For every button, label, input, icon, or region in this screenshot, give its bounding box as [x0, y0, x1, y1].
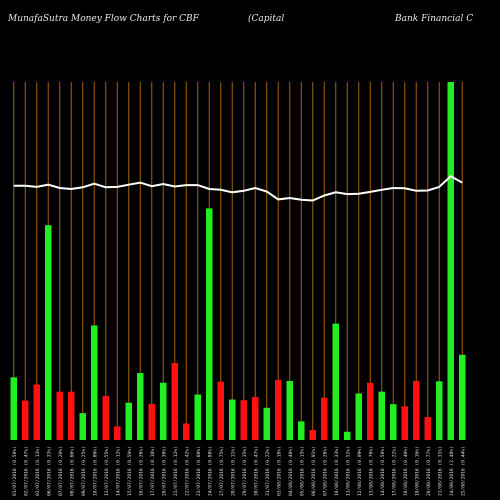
- x-tick-label: 08/07/2016 (0.60%): [69, 446, 75, 496]
- money-flow-bar: [332, 323, 339, 440]
- money-flow-bar: [401, 406, 408, 440]
- money-flow-bar: [424, 417, 431, 440]
- money-flow-bar: [367, 382, 374, 440]
- x-tick-label: 13/08/2016 (0.70%): [368, 446, 374, 496]
- x-tick-label: 12/08/2016 (0.09%): [357, 446, 363, 496]
- money-flow-bar: [114, 426, 121, 440]
- x-tick-label: 13/07/2016 (0.55%): [104, 446, 110, 496]
- x-tick-label: 16/07/2016 (0.26%): [138, 446, 144, 496]
- money-flow-bar: [252, 397, 259, 440]
- money-flow-bar: [137, 373, 144, 440]
- money-flow-bar: [183, 423, 190, 440]
- chart-title-company-start: (Capital: [248, 14, 285, 24]
- chart-title: MunafaSutra Money Flow Charts for CBF: [8, 14, 199, 24]
- x-tick-label: 27/07/2016 (0.75%): [219, 446, 225, 496]
- money-flow-bar: [45, 225, 52, 440]
- x-tick-label: 20/08/2016 (0.77%): [426, 446, 432, 496]
- x-tick-label: 28/07/2016 (0.11%): [230, 446, 236, 496]
- x-tick-label: 06/07/2016 (0.33%): [46, 446, 52, 496]
- x-tick-label: 29/07/2016 (0.35%): [242, 446, 248, 496]
- x-tick-label: 14/07/2016 (0.12%): [115, 446, 121, 496]
- x-tick-label: 07/08/2016 (0.28%): [322, 446, 328, 496]
- x-tick-label: 25/08/2016 (0.44%): [460, 446, 466, 496]
- x-tick-label: 03/07/2016 (0.13%): [35, 446, 41, 496]
- x-tick-label: 03/08/2016 (0.18%): [276, 446, 282, 496]
- x-tick-label: 01/07/2016 (0.50%): [12, 446, 18, 496]
- money-flow-bar: [10, 377, 17, 440]
- money-flow-bar: [56, 391, 63, 440]
- money-flow-bar: [33, 384, 40, 440]
- x-tick-label: 17/08/2016 (0.22%): [391, 446, 397, 496]
- x-tick-label: 10/07/2016 (0.80%): [92, 446, 98, 496]
- money-flow-bar: [68, 391, 75, 440]
- x-tick-label: 21/07/2016 (0.12%): [173, 446, 179, 496]
- x-tick-label: 24/07/2016 (0.88%): [207, 446, 213, 496]
- x-tick-label: 09/07/2016 (0.25%): [81, 446, 87, 496]
- grid-lines: [13, 82, 463, 440]
- x-tick-label: 02/07/2016 (0.47%): [23, 446, 29, 496]
- money-flow-bar: [355, 393, 362, 440]
- x-tick-label: 15/07/2016 (0.50%): [127, 446, 133, 496]
- x-tick-label: 23/07/2016 (0.60%): [196, 446, 202, 496]
- money-flow-bar: [217, 381, 224, 440]
- money-flow-bar: [436, 381, 443, 440]
- money-flow-bar: [309, 429, 316, 440]
- x-tick-label: 31/07/2016 (0.22%): [265, 446, 271, 496]
- money-flow-bar: [275, 379, 282, 440]
- x-tick-label: 24/08/2016 (2.48%): [449, 446, 455, 496]
- x-tick-label: 18/08/2016 (0.40%): [403, 446, 409, 496]
- x-tick-label: 14/08/2016 (0.50%): [380, 446, 386, 496]
- x-tick-label: 06/08/2016 (0.91%): [311, 446, 317, 496]
- money-flow-bar: [22, 400, 29, 440]
- money-flow-bar: [286, 380, 293, 440]
- money-flow-bar: [240, 400, 247, 440]
- money-flow-bar: [160, 382, 167, 440]
- money-flow-bar: [148, 403, 155, 440]
- money-flow-bar: [229, 399, 236, 440]
- money-flow-bar: [378, 391, 385, 440]
- money-flow-bar: [171, 363, 178, 440]
- money-flow-bar: [390, 404, 397, 440]
- money-flow-bars: [10, 82, 466, 440]
- money-flow-bar: [194, 394, 201, 440]
- money-flow-bar: [459, 354, 466, 440]
- x-tick-label: 10/08/2016 (0.33%): [334, 446, 340, 496]
- x-tick-label: 30/07/2016 (0.47%): [253, 446, 259, 496]
- money-flow-bar: [413, 380, 420, 440]
- x-tick-label: 04/08/2016 (0.40%): [288, 446, 294, 496]
- x-tick-label: 17/07/2016 (0.18%): [150, 446, 156, 496]
- x-tick-label: 07/07/2016 (0.20%): [58, 446, 64, 496]
- money-flow-bar: [102, 395, 109, 440]
- money-flow-bar: [321, 397, 328, 440]
- money-flow-bar: [125, 402, 132, 440]
- x-tick-labels: 01/07/2016 (0.50%) 02/07/2016 (0.47%) 03/0…: [12, 446, 467, 496]
- x-tick-label: 22/07/2016 (0.42%): [184, 446, 190, 496]
- money-flow-bar: [206, 208, 213, 440]
- x-tick-label: 19/08/2016 (0.16%): [414, 446, 420, 496]
- money-flow-bar: [298, 421, 305, 440]
- x-tick-label: 05/08/2016 (0.15%): [299, 446, 305, 496]
- money-flow-bar: [263, 407, 270, 440]
- x-tick-label: 20/07/2016 (0.30%): [161, 446, 167, 496]
- x-tick-label: 11/08/2016 (0.52%): [345, 446, 351, 496]
- money-flow-line: [13, 174, 463, 202]
- x-tick-label: 21/08/2016 (0.31%): [437, 446, 443, 496]
- chart-title-company-end: Bank Financial C: [395, 14, 474, 24]
- money-flow-bar: [91, 325, 98, 440]
- money-flow-bar: [79, 413, 86, 440]
- money-flow-bar: [447, 82, 454, 440]
- money-flow-bar: [344, 431, 351, 440]
